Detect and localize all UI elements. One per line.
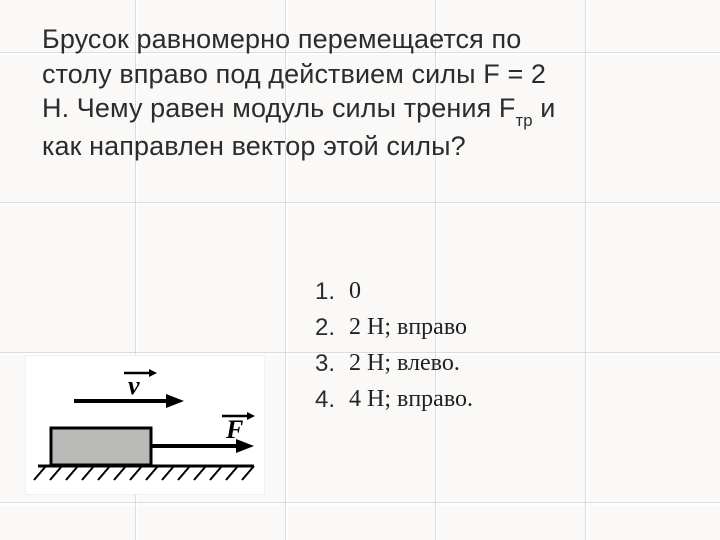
- option-text: 2 Н; влево.: [349, 350, 460, 378]
- velocity-arrow: v: [74, 369, 184, 408]
- question-line-1: Брусок равномерно перемещается по: [42, 24, 521, 54]
- surface-hatching: [34, 466, 254, 480]
- question-line-2: столу вправо под действием силы F = 2: [42, 59, 546, 89]
- diagram-svg: v F: [26, 356, 266, 496]
- slide-content: Брусок равномерно перемещается по столу …: [0, 0, 720, 163]
- option-number: 3.: [315, 350, 349, 378]
- question-line-3b: и: [533, 93, 556, 123]
- block-rect: [51, 428, 151, 465]
- f-label: F: [225, 415, 243, 444]
- option-number: 2.: [315, 314, 349, 342]
- option-text: 2 Н; вправо: [349, 314, 467, 342]
- option-2: 2. 2 Н; вправо: [315, 314, 473, 342]
- option-4: 4. 4 Н; вправо.: [315, 386, 473, 414]
- question-line-4: как направлен вектор этой силы?: [42, 131, 466, 161]
- question-text: Брусок равномерно перемещается по столу …: [42, 22, 680, 163]
- question-subscript: тр: [516, 111, 533, 130]
- option-text: 4 Н; вправо.: [349, 386, 473, 414]
- answer-options: 1. 0 2. 2 Н; вправо 3. 2 Н; влево. 4. 4 …: [315, 278, 473, 422]
- option-number: 1.: [315, 278, 349, 306]
- physics-diagram: v F: [25, 355, 265, 495]
- v-label: v: [128, 371, 140, 400]
- option-1: 1. 0: [315, 278, 473, 306]
- question-line-3a: Н. Чему равен модуль силы трения F: [42, 93, 516, 123]
- option-text: 0: [349, 278, 361, 306]
- option-number: 4.: [315, 386, 349, 414]
- option-3: 3. 2 Н; влево.: [315, 350, 473, 378]
- options-list: 1. 0 2. 2 Н; вправо 3. 2 Н; влево. 4. 4 …: [315, 278, 473, 414]
- force-arrow: F: [151, 412, 255, 453]
